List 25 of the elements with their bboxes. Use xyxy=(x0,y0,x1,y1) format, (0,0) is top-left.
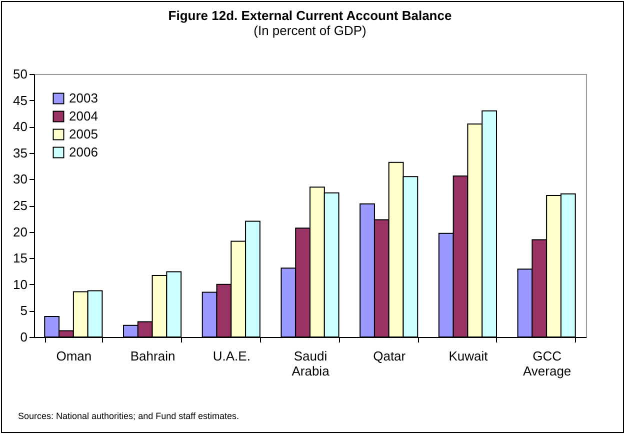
y-tick-label: 20 xyxy=(13,224,28,240)
x-tick-label: U.A.E. xyxy=(212,348,250,364)
source-note: Sources: National authorities; and Fund staff estimates. xyxy=(18,411,239,421)
y-tick-label: 0 xyxy=(20,330,28,344)
legend-label: 2006 xyxy=(69,144,98,160)
chart-subtitle: (In percent of GDP) xyxy=(254,23,366,38)
y-tick-label: 40 xyxy=(13,119,28,134)
x-tick-label: Kuwait xyxy=(448,348,488,364)
y-tick-label: 5 xyxy=(20,303,28,318)
y-tick-label: 15 xyxy=(13,250,28,266)
legend-label: 2005 xyxy=(69,126,98,142)
x-tick-label: GCC Average xyxy=(522,348,572,378)
x-tick-label: Oman xyxy=(56,348,92,364)
y-tick-label: 25 xyxy=(13,198,28,213)
y-tick-label: 50 xyxy=(13,66,28,82)
y-tick-label: 35 xyxy=(13,145,28,160)
x-tick-label: Saudi Arabia xyxy=(292,348,330,378)
chart-title: Figure 12d. External Current Account Balance xyxy=(168,8,452,23)
y-tick-label: 30 xyxy=(13,172,28,187)
x-tick-label: Qatar xyxy=(373,348,406,364)
legend-label: 2004 xyxy=(69,108,98,124)
x-tick-label: Bahrain xyxy=(130,348,176,364)
legend-label: 2003 xyxy=(69,90,98,106)
y-tick-label: 45 xyxy=(13,92,28,108)
y-tick-label: 10 xyxy=(13,276,28,292)
